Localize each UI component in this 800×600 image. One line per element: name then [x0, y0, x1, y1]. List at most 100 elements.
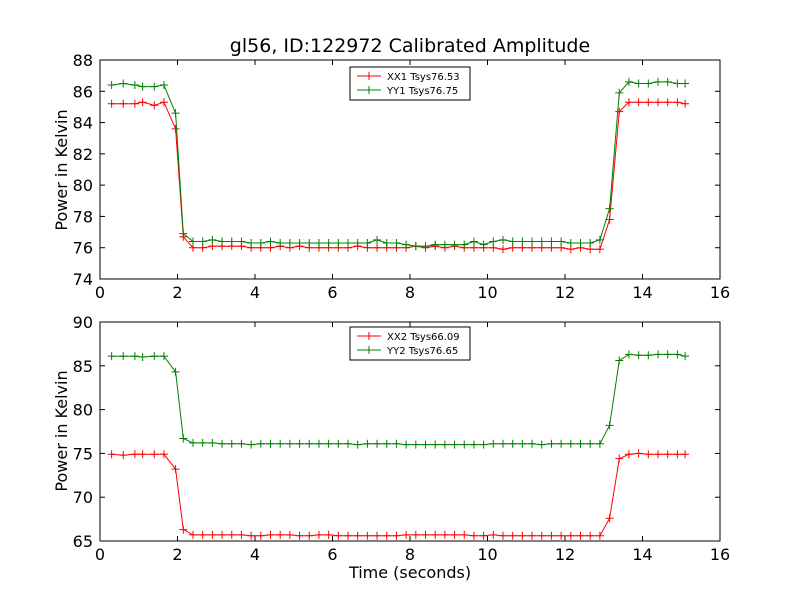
- series-2: [107, 350, 690, 449]
- data-point: [314, 239, 323, 248]
- data-point: [566, 531, 575, 540]
- data-point: [392, 239, 401, 248]
- data-point: [402, 530, 411, 539]
- data-point: [537, 237, 546, 246]
- data-point: [605, 215, 614, 224]
- data-point: [654, 98, 662, 107]
- y-tick-label: 88: [73, 51, 93, 70]
- data-point: [528, 237, 537, 246]
- data-point: [256, 531, 265, 540]
- data-point: [489, 237, 498, 246]
- data-point: [595, 439, 604, 448]
- y-tick-label: 74: [73, 270, 93, 289]
- data-point: [198, 438, 207, 447]
- y-tick-label: 78: [73, 207, 93, 226]
- data-point: [644, 351, 653, 360]
- data-point: [237, 439, 246, 448]
- data-point: [673, 98, 682, 107]
- data-point: [295, 239, 304, 248]
- data-point: [227, 439, 236, 448]
- data-point: [107, 450, 116, 459]
- data-point: [119, 451, 128, 460]
- data-point: [208, 438, 217, 447]
- x-tick-label: 4: [250, 545, 260, 564]
- data-point: [373, 235, 382, 244]
- data-point: [411, 242, 420, 251]
- data-point: [681, 450, 690, 459]
- data-point: [624, 350, 633, 359]
- data-point: [179, 434, 188, 443]
- data-point: [218, 530, 227, 539]
- x-tick-label: 2: [172, 545, 182, 564]
- data-point: [119, 352, 128, 361]
- data-point: [547, 237, 556, 246]
- data-point: [508, 439, 517, 448]
- data-point: [460, 530, 469, 539]
- series-2: [107, 77, 690, 251]
- data-point: [624, 450, 633, 459]
- data-point: [382, 531, 391, 540]
- data-point: [499, 245, 507, 254]
- data-point: [256, 239, 265, 248]
- data-point: [256, 439, 265, 448]
- data-point: [324, 439, 333, 448]
- data-point: [595, 245, 604, 254]
- data-point: [392, 439, 401, 448]
- data-point: [138, 450, 147, 459]
- data-point: [479, 440, 488, 449]
- data-point: [431, 440, 440, 449]
- data-point: [159, 98, 168, 107]
- data-point: [150, 82, 159, 91]
- data-point: [208, 235, 217, 244]
- data-point: [334, 531, 343, 540]
- data-point: [681, 99, 690, 108]
- y-tick-label: 90: [73, 313, 93, 332]
- chart-panel-1: 0 2 4 6 8 10 12 14 16 74 76 78 80 82 84 86 88 Power in Ke…: [52, 51, 730, 302]
- x-tick-label: 14: [632, 283, 652, 302]
- data-point: [518, 531, 527, 540]
- data-point: [663, 450, 672, 459]
- data-point: [537, 531, 546, 540]
- data-point: [634, 449, 643, 458]
- data-point: [373, 531, 382, 540]
- data-point: [171, 109, 180, 118]
- data-point: [130, 450, 139, 459]
- legend-entry-label: XX2 Tsys66.09: [387, 332, 460, 343]
- series-1: [107, 449, 690, 540]
- x-tick-label: 4: [250, 283, 260, 302]
- data-point: [218, 439, 227, 448]
- x-tick-label: 0: [95, 283, 105, 302]
- data-point: [411, 440, 420, 449]
- data-point: [566, 439, 575, 448]
- legend-swatch-marker: [365, 332, 373, 340]
- data-point: [344, 239, 352, 248]
- chart-title: gl56, ID:122972 Calibrated Amplitude: [230, 35, 590, 57]
- data-point: [247, 531, 256, 540]
- data-point: [605, 421, 614, 430]
- data-point: [324, 530, 333, 539]
- data-point: [227, 530, 236, 539]
- legend-entry-label: YY2 Tsys76.65: [386, 346, 458, 357]
- data-point: [208, 530, 217, 539]
- y-tick-label: 86: [73, 82, 93, 101]
- data-point: [421, 530, 430, 539]
- data-point: [634, 98, 643, 107]
- data-point: [586, 439, 595, 448]
- data-point: [469, 440, 478, 449]
- data-point: [595, 235, 604, 244]
- data-point: [382, 239, 391, 248]
- data-point: [576, 439, 585, 448]
- data-point: [218, 237, 227, 246]
- data-point: [198, 530, 207, 539]
- x-tick-label: 14: [632, 545, 652, 564]
- y-tick-label: 82: [73, 145, 93, 164]
- data-point: [499, 531, 507, 540]
- x-tick-label: 16: [710, 545, 730, 564]
- data-point: [159, 450, 168, 459]
- data-point: [508, 531, 517, 540]
- x-tick-label: 8: [405, 283, 415, 302]
- data-point: [138, 82, 147, 91]
- data-point: [566, 239, 575, 248]
- data-point: [654, 77, 662, 86]
- data-point: [586, 531, 595, 540]
